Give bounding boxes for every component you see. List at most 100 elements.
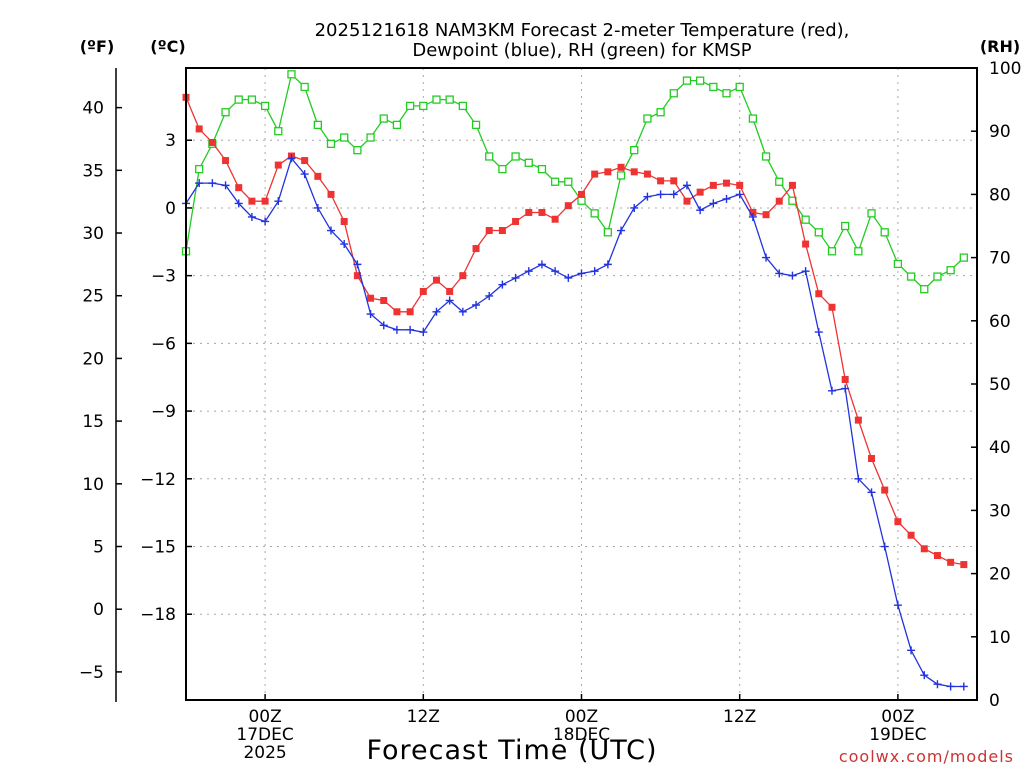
temperature-point bbox=[894, 518, 902, 526]
rh-tick-label: 10 bbox=[989, 628, 1011, 648]
temperature-point bbox=[947, 558, 955, 566]
dewpoint-point bbox=[458, 307, 467, 316]
temperature-point bbox=[459, 272, 467, 280]
dewpoint-point bbox=[801, 267, 810, 276]
dewpoint-point bbox=[880, 542, 889, 551]
dewpoint-point bbox=[933, 680, 942, 689]
rh-point bbox=[841, 221, 850, 231]
gridlines bbox=[186, 68, 977, 700]
rh-point bbox=[405, 101, 415, 111]
rh-point bbox=[511, 152, 520, 161]
rh-point bbox=[221, 108, 230, 117]
rh-point bbox=[524, 158, 533, 167]
dewpoint-point bbox=[709, 199, 718, 208]
temperature-point bbox=[551, 215, 559, 223]
temperature-point bbox=[419, 287, 427, 295]
plot-frame bbox=[185, 67, 978, 701]
rh-point bbox=[735, 82, 744, 92]
dewpoint-point bbox=[788, 271, 797, 280]
temperature-point bbox=[512, 217, 520, 225]
rh-tick-label: 40 bbox=[989, 438, 1011, 458]
rh-point bbox=[274, 127, 283, 136]
temperature-point bbox=[274, 161, 282, 169]
temperature-point bbox=[881, 486, 889, 494]
temperature-point bbox=[564, 202, 572, 210]
fahrenheit-tick-label: 30 bbox=[82, 224, 104, 244]
dewpoint-point bbox=[827, 386, 836, 395]
rh-point bbox=[616, 171, 626, 180]
rh-line bbox=[185, 73, 965, 291]
rh-point bbox=[195, 164, 204, 174]
rh-tick-label: 50 bbox=[989, 375, 1011, 395]
rh-point bbox=[748, 114, 758, 123]
dewpoint-point bbox=[195, 179, 204, 188]
rh-point bbox=[933, 272, 942, 281]
dewpoint-point bbox=[379, 321, 388, 330]
rh-point bbox=[432, 95, 441, 104]
dewpoint-point bbox=[537, 260, 546, 269]
dewpoint-point bbox=[406, 325, 415, 334]
dewpoint-point bbox=[893, 601, 902, 610]
dewpoint-point bbox=[867, 488, 876, 497]
rh-tick-label: 100 bbox=[989, 59, 1021, 79]
dewpoint-point bbox=[524, 267, 533, 276]
temperature-point bbox=[472, 245, 480, 253]
rh-point bbox=[326, 139, 336, 148]
temperature-point bbox=[248, 197, 256, 205]
temperature-point bbox=[775, 197, 783, 205]
dewpoint-point bbox=[287, 154, 296, 163]
dewpoint-point bbox=[445, 296, 454, 305]
dewpoint-point bbox=[722, 194, 731, 203]
rh-tick-label: 0 bbox=[989, 691, 1000, 711]
dewpoint-point bbox=[656, 190, 665, 199]
temperature-point bbox=[630, 168, 638, 176]
rh-point bbox=[471, 120, 481, 130]
credit-link[interactable]: coolwx.com/models bbox=[839, 747, 1014, 766]
dewpoint-point bbox=[419, 328, 428, 337]
dewpoint-point bbox=[353, 260, 362, 269]
temperature-point bbox=[788, 181, 796, 189]
rh-point bbox=[867, 209, 876, 218]
dewpoint-point bbox=[814, 328, 823, 337]
temperature-point bbox=[393, 308, 401, 316]
dewpoint-point bbox=[472, 301, 481, 309]
dewpoint-point bbox=[340, 240, 349, 249]
celsius-tick-label: −6 bbox=[151, 334, 176, 354]
temperature-point bbox=[498, 227, 506, 235]
rh-tick-label: 30 bbox=[989, 501, 1011, 521]
x-tick-label: 00Z bbox=[248, 707, 281, 727]
rh-point bbox=[656, 108, 665, 117]
rh-unit-label: (RH) bbox=[980, 37, 1020, 56]
temperature-point bbox=[208, 138, 216, 146]
temperature-point bbox=[643, 170, 651, 178]
temperature-point bbox=[709, 181, 717, 189]
rh-tick-label: 70 bbox=[989, 249, 1011, 269]
dewpoint-point bbox=[920, 671, 929, 680]
temperature-point bbox=[670, 177, 678, 185]
temperature-point bbox=[538, 208, 546, 216]
fahrenheit-tick-label: 25 bbox=[82, 287, 104, 307]
celsius-unit-label: (ºC) bbox=[150, 37, 185, 56]
rh-point bbox=[287, 70, 296, 79]
temperature-point bbox=[828, 303, 836, 311]
temperature-point bbox=[314, 172, 322, 180]
dewpoint-point bbox=[854, 474, 863, 483]
dewpoint-point bbox=[907, 646, 916, 655]
dewpoint-point bbox=[590, 267, 599, 276]
temperature-point bbox=[868, 454, 876, 462]
rh-point bbox=[300, 82, 309, 92]
x-axis-title: Forecast Time (UTC) bbox=[366, 735, 657, 766]
fahrenheit-tick-label: 15 bbox=[82, 412, 104, 432]
celsius-tick-label: 3 bbox=[165, 131, 176, 151]
celsius-axis: 3 0 −3 −6 −9 −12 −15 −18 bbox=[140, 131, 192, 625]
fahrenheit-unit-label: (ºF) bbox=[80, 37, 115, 56]
dewpoint-point bbox=[775, 269, 784, 278]
x-tick-label: 2025 bbox=[243, 743, 286, 763]
chart-title: 2025121618 NAM3KM Forecast 2-meter Tempe… bbox=[315, 20, 850, 61]
dewpoint-point bbox=[959, 682, 968, 691]
dewpoint-point bbox=[669, 190, 678, 199]
temperature-point bbox=[327, 190, 335, 198]
temperature-point bbox=[235, 184, 243, 192]
celsius-tick-label: −3 bbox=[151, 267, 176, 287]
